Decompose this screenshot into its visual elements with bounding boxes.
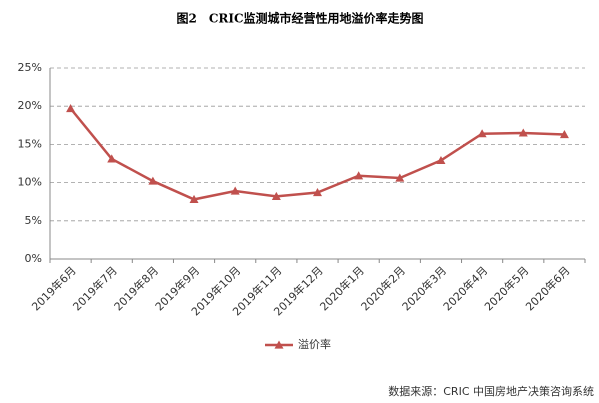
marker: [518, 128, 528, 137]
marker: [107, 154, 117, 163]
y-tick-label: 25%: [18, 61, 42, 74]
legend-label: 溢价率: [298, 337, 331, 351]
marker: [313, 188, 322, 197]
marker: [354, 171, 364, 180]
marker: [66, 103, 76, 113]
marker: [189, 194, 199, 204]
line-series: [69, 107, 565, 201]
marker: [230, 186, 240, 195]
marker: [436, 155, 446, 165]
y-tick-label: 20%: [18, 99, 42, 112]
x-tick-label: 2020年6月: [522, 263, 572, 313]
marker: [395, 173, 405, 182]
y-tick-label: 10%: [18, 176, 42, 189]
marker: [559, 129, 569, 139]
marker: [271, 191, 281, 200]
y-tick-label: 5%: [25, 214, 42, 227]
marker: [477, 129, 487, 138]
chart-title: 图2 CRIC监测城市经营性用地溢价率走势图: [176, 11, 423, 26]
y-tick-label: 15%: [18, 137, 42, 150]
legend-marker: [274, 340, 284, 349]
marker: [148, 176, 158, 185]
source-note: 数据来源：CRIC 中国房地产决策咨询系统: [388, 384, 594, 398]
y-tick-label: 0%: [25, 252, 42, 265]
